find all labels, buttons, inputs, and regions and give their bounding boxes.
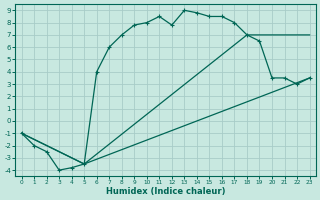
X-axis label: Humidex (Indice chaleur): Humidex (Indice chaleur) — [106, 187, 225, 196]
